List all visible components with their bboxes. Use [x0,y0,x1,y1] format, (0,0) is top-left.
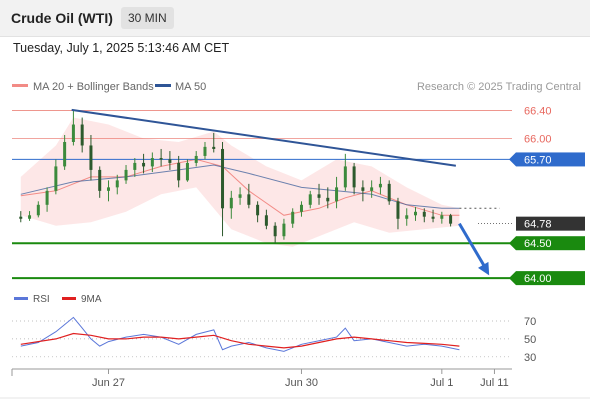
rsi-tick-label: 30 [524,352,536,364]
legend-label-rsi-ma: 9MA [81,294,102,305]
candle-body [387,183,391,202]
support-label: 64.50 [524,238,552,250]
candle-body [396,201,400,219]
resistance-label: 66.40 [524,106,552,118]
candle-body [378,183,382,188]
trend-line [71,108,457,167]
rsi-tick-label: 70 [524,316,536,328]
candle-body [414,211,418,216]
candle-body [142,162,146,167]
legend-swatch-ma20 [12,84,28,87]
candle-body [71,124,75,142]
legend-swatch-rsi [14,297,28,300]
candle-body [343,166,347,188]
candle-body [352,166,356,188]
candle-body [361,187,365,191]
legend-swatch-rsi-ma [62,297,76,300]
resistance_blue-label: 65.70 [524,154,552,166]
timeframe-badge[interactable]: 30 MIN [121,7,174,29]
resistance_blue-box [516,152,585,167]
support-box [516,236,585,251]
candle-body [133,162,137,170]
legend-label-rsi: RSI [33,294,50,305]
legend-label-ma20: MA 20 + Bollinger Bands [33,81,154,93]
candle-body [98,169,102,191]
support-box-tip [509,271,516,286]
candle-body [370,187,374,191]
candle-body [150,158,154,167]
candle-body [106,187,110,191]
support-label: 64.00 [524,273,552,285]
current-price-box [516,216,585,231]
x-tick-label: Jul 11 [480,377,509,389]
candle-body [273,225,277,237]
candle-body [194,155,198,163]
forecast-arrow-shaft [458,222,488,271]
x-tick-label: Jun 27 [92,377,125,389]
candle-body [229,197,233,209]
candle-body [308,194,312,205]
candle-body [54,166,58,191]
x-tick-label: Jul 1 [430,377,453,389]
candle-body [63,141,67,167]
candle-body [256,204,260,216]
candle-body [185,162,189,181]
candle-body [326,197,330,202]
candle-body [203,146,207,156]
resistance-label: 66.00 [524,133,552,145]
candle-body [299,204,303,212]
candle-body [89,145,93,170]
candle-body [247,194,251,205]
legend-label-ma50: MA 50 [175,81,206,93]
candle-body [317,194,321,198]
rsi-tick-label: 50 [524,334,536,346]
legend-swatch-ma50 [155,84,171,87]
candle-body [335,187,339,202]
candle-body [168,159,172,163]
rsi-ma-line [20,332,460,349]
candle-body [405,215,409,219]
candle-body [431,216,435,219]
candle-body [45,190,49,205]
candle-body [36,204,40,216]
candle-body [19,216,23,219]
candle-body [449,215,453,224]
candle-body [124,169,128,181]
candle-body [159,158,163,160]
candle-body [422,211,426,217]
candle-body [291,211,295,224]
support-box [516,271,585,286]
watermark: Research © 2025 Trading Central [417,81,581,93]
candle-body [212,146,216,149]
x-tick-label: Jun 30 [285,377,318,389]
candle-body [264,215,268,226]
candle-body [115,180,119,188]
timestamp: Tuesday, July 1, 2025 5:13:46 AM CET [13,41,230,55]
candle-body [440,215,444,219]
candle-body [238,194,242,198]
candle-body [221,148,225,209]
candle-body [28,215,32,219]
instrument-title: Crude Oil (WTI) [11,10,113,26]
candle-body [80,124,84,146]
candle-body [282,223,286,237]
candle-body [177,162,181,181]
current-price-label: 64.78 [524,219,552,231]
resistance_blue-box-tip [509,152,516,167]
forecast-arrow-head [477,261,490,276]
support-box-tip [509,236,516,251]
chart-header: Crude Oil (WTI) 30 MIN [0,0,590,37]
